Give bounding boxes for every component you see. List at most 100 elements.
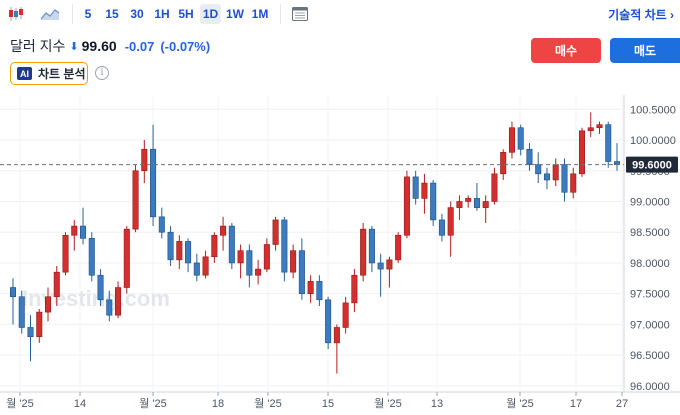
candle-up xyxy=(45,296,52,313)
candle-up xyxy=(500,152,507,175)
timeframe-1w[interactable]: 1W xyxy=(226,7,244,21)
candle-down xyxy=(430,182,437,221)
candle-up xyxy=(123,228,130,288)
x-tick-label: 월 '25 xyxy=(6,397,34,410)
candle-up xyxy=(386,259,393,270)
candle-up xyxy=(482,201,489,208)
candle-down xyxy=(246,250,253,276)
toolbar-divider xyxy=(280,4,281,24)
y-tick-label: 96.5000 xyxy=(630,350,670,362)
current-price-label: 99.6000 xyxy=(632,160,672,172)
candle-up xyxy=(132,170,139,230)
candle-up xyxy=(115,287,122,316)
toolbar-divider xyxy=(72,4,73,24)
candle-down xyxy=(561,164,568,193)
candle-up xyxy=(307,281,314,294)
candle-up xyxy=(447,207,454,236)
x-tick-label: 월 '25 xyxy=(374,397,402,410)
timeframe-1m[interactable]: 1M xyxy=(251,7,269,21)
candle-down xyxy=(97,274,104,301)
x-tick-label: 13 xyxy=(431,398,443,410)
candle-down xyxy=(27,327,34,337)
buy-button[interactable]: 매수 xyxy=(531,38,601,63)
quote-header: 달러 지수 ⬇ 99.60 -0.07 (-0.07%) xyxy=(10,37,216,55)
candle-down xyxy=(438,219,445,236)
down-arrow-icon: ⬇ xyxy=(69,40,79,53)
candle-down xyxy=(412,176,419,199)
price-chart[interactable]: 100.5000100.000099.500099.000098.500098.… xyxy=(0,95,680,415)
candle-down xyxy=(150,148,157,218)
chart-toolbar: 5 15 30 1H 5H 1D 1W 1M 기술적 차트 › xyxy=(0,0,680,28)
candle-up xyxy=(36,311,43,337)
candle-up xyxy=(62,234,69,273)
candle-down xyxy=(281,219,288,273)
candle-up xyxy=(176,241,183,261)
x-tick-label: 18 xyxy=(212,398,224,410)
candle-down xyxy=(605,124,612,162)
candle-up xyxy=(395,234,402,261)
candle-down xyxy=(368,228,375,264)
timeframe-30[interactable]: 30 xyxy=(130,7,144,21)
ai-analysis-label: 차트 분석 xyxy=(38,67,86,81)
candle-down xyxy=(193,262,200,276)
price-change-percent: (-0.07%) xyxy=(160,38,211,54)
ai-chart-analysis-button[interactable]: AI 차트 분석 xyxy=(10,62,88,85)
instrument-name: 달러 지수 xyxy=(10,38,66,54)
candlestick-icon[interactable] xyxy=(6,5,26,23)
candle-up xyxy=(456,201,463,208)
candle-down xyxy=(535,164,542,175)
candle-up xyxy=(211,234,218,258)
candle-up xyxy=(255,268,262,276)
candle-up xyxy=(351,274,358,304)
candle-up xyxy=(360,228,367,276)
candle-down xyxy=(325,299,332,344)
watermark-text: Investing.com xyxy=(22,286,170,311)
y-tick-label: 97.5000 xyxy=(630,289,670,301)
candle-up xyxy=(237,250,244,264)
candle-up xyxy=(272,219,279,245)
x-tick-label: 17 xyxy=(570,398,582,410)
candle-down xyxy=(526,148,533,165)
price-change: -0.07 xyxy=(124,38,155,54)
candle-up xyxy=(342,302,349,328)
candle-down xyxy=(377,262,384,270)
candle-down xyxy=(9,287,17,298)
calendar-icon[interactable] xyxy=(290,5,310,23)
y-tick-label: 100.5000 xyxy=(630,104,676,116)
x-tick-label: 월 '25 xyxy=(506,397,534,410)
x-tick-label: 15 xyxy=(322,398,334,410)
timeframe-1h[interactable]: 1H xyxy=(154,7,170,21)
y-tick-label: 96.0000 xyxy=(630,381,670,393)
candle-down xyxy=(228,225,235,264)
candle-up xyxy=(53,271,60,298)
timeframe-1d[interactable]: 1D xyxy=(200,4,221,24)
candle-down xyxy=(185,241,192,264)
candlestick-chart[interactable]: 100.5000100.000099.500099.000098.500098.… xyxy=(0,95,680,415)
x-tick-label: 27 xyxy=(616,398,628,410)
y-tick-label: 98.5000 xyxy=(630,227,670,239)
candle-up xyxy=(578,130,585,175)
candle-up xyxy=(587,127,594,132)
candle-up xyxy=(71,225,78,236)
candle-up xyxy=(263,244,270,270)
candle-down xyxy=(106,299,113,316)
area-chart-icon[interactable] xyxy=(40,5,60,23)
candle-up xyxy=(508,127,515,153)
timeframe-5[interactable]: 5 xyxy=(84,7,92,21)
candle-down xyxy=(18,296,25,328)
info-icon[interactable]: i xyxy=(95,66,109,80)
candle-up xyxy=(596,124,603,129)
technical-chart-link[interactable]: 기술적 차트 › xyxy=(608,8,674,22)
candle-up xyxy=(491,173,498,202)
candle-down xyxy=(316,281,323,301)
candle-down xyxy=(80,225,87,239)
y-tick-label: 99.0000 xyxy=(630,196,670,208)
y-tick-label: 97.0000 xyxy=(630,319,670,331)
ai-badge-icon: AI xyxy=(17,67,32,80)
candle-up xyxy=(202,256,209,276)
sell-button[interactable]: 매도 xyxy=(610,38,680,63)
timeframe-5h[interactable]: 5H xyxy=(178,7,194,21)
candle-up xyxy=(465,198,472,202)
timeframe-15[interactable]: 15 xyxy=(105,7,119,21)
candle-down xyxy=(158,216,165,233)
